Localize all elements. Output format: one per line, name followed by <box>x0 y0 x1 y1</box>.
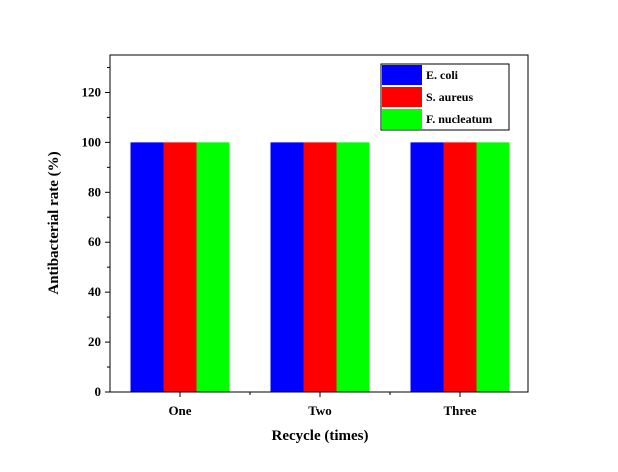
y-tick-label: 120 <box>82 84 102 99</box>
legend-swatch-2 <box>382 87 422 107</box>
legend-swatch-1 <box>382 65 422 85</box>
legend: E. coli S. aureus F. nucleatum <box>380 63 510 131</box>
y-axis: 0 20 40 60 80 100 120 <box>82 66 110 399</box>
y-tick-label: 100 <box>82 134 102 149</box>
y-tick-label: 60 <box>88 234 101 249</box>
x-tick-label-two: Two <box>308 403 332 418</box>
bar-two-3 <box>336 142 370 392</box>
y-tick-label: 20 <box>88 334 101 349</box>
bar-three-2 <box>443 142 477 392</box>
bar-one-3 <box>196 142 230 392</box>
legend-label-2: S. aureus <box>426 90 473 104</box>
plot-frame <box>109 54 529 393</box>
bar-two-2 <box>303 142 337 392</box>
bar-one-1 <box>130 142 164 392</box>
bar-three-3 <box>476 142 510 392</box>
legend-label-3: F. nucleatum <box>426 112 492 126</box>
y-axis-label: Antibacterial rate (%) <box>46 151 62 294</box>
bar-three-1 <box>410 142 444 392</box>
x-axis: One Two Three <box>168 392 477 418</box>
y-tick-label: 0 <box>95 384 102 399</box>
x-axis-label: Recycle (times) <box>271 428 368 444</box>
y-tick-label: 40 <box>88 284 101 299</box>
legend-label-1: E. coli <box>426 68 459 82</box>
y-tick-label: 80 <box>88 184 101 199</box>
legend-swatch-3 <box>382 109 422 129</box>
bars-group <box>130 142 510 392</box>
x-tick-label-one: One <box>168 403 191 418</box>
bar-one-2 <box>163 142 197 392</box>
bar-two-1 <box>270 142 304 392</box>
x-tick-label-three: Three <box>444 403 477 418</box>
